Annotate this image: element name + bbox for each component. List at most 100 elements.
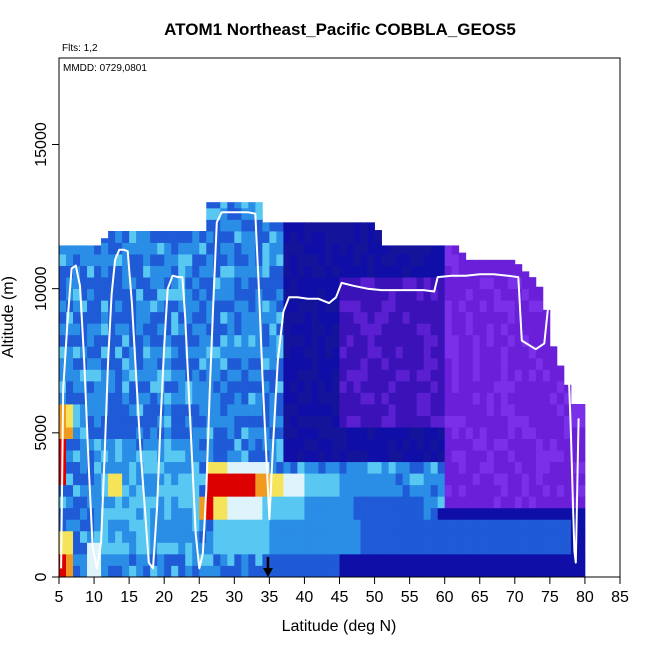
heatmap-cell [458,311,467,324]
heatmap-cell [500,265,509,278]
heatmap-cell [269,369,277,382]
heatmap-cell [535,311,544,324]
heatmap-cell [143,346,151,359]
heatmap-cell [535,415,544,428]
heatmap-cell [423,311,432,324]
heatmap-cell [472,265,481,278]
heatmap-cell [234,427,242,439]
heatmap-cell [444,450,453,463]
heatmap-cell [178,369,186,382]
heatmap-cell [136,461,144,474]
heatmap-cell [241,369,249,382]
heatmap-cell [395,496,404,509]
heatmap-cell [444,415,453,428]
heatmap-cell [318,450,326,463]
heatmap-cell [164,450,172,463]
heatmap-cell [206,415,214,428]
heatmap-cell [339,496,347,509]
heatmap-cell [87,288,95,301]
dates-label: MMDD: 0729,0801 [63,63,147,74]
heatmap-cell [290,334,298,347]
heatmap-cell [430,530,439,543]
heatmap-cell [136,404,144,416]
heatmap-cell [514,264,523,266]
heatmap-cell [164,415,172,428]
heatmap-cell [430,265,439,278]
heatmap-cell [73,323,81,336]
heatmap-cell [297,222,305,232]
heatmap-cell [367,542,375,555]
heatmap-cell [535,461,544,474]
heatmap-cell [206,334,214,347]
heatmap-cell [150,288,158,301]
heatmap-cell [101,553,109,566]
heatmap-cell [360,334,368,347]
heatmap-cell [220,542,228,555]
heatmap-cell [248,334,256,347]
heatmap-cell [199,277,207,290]
heatmap-cell [318,300,326,313]
heatmap-cell [521,530,530,543]
heatmap-cell [311,231,319,243]
heatmap-cell [479,415,488,428]
heatmap-cell [549,473,558,486]
heatmap-cell [423,565,432,578]
heatmap-cell [290,542,298,555]
heatmap-cell [80,553,88,566]
heatmap-cell [101,323,109,336]
heatmap-cell [143,415,151,428]
heatmap-cell [185,565,193,578]
heatmap-cell [122,265,130,278]
heatmap-cell [157,300,165,313]
heatmap-cell [199,565,207,578]
heatmap-cell [409,300,418,313]
heatmap-cell [500,542,509,555]
heatmap-cell [129,242,137,255]
heatmap-cell [178,484,186,497]
heatmap-cell [248,231,256,243]
heatmap-cell [556,519,565,532]
heatmap-cell [115,438,123,451]
heatmap-cell [241,265,249,278]
heatmap-cell [360,496,368,509]
heatmap-cell [164,323,172,336]
heatmap-cell [472,565,481,578]
heatmap-cell [528,323,537,336]
heatmap-cell [115,300,123,313]
heatmap-cell [234,300,242,313]
heatmap-cell [346,507,354,520]
heatmap-cell [367,231,375,243]
heatmap-cell [213,553,221,566]
heatmap-cell [199,519,207,532]
heatmap-cell [549,530,558,543]
heatmap-cell [472,450,481,463]
heatmap-cell [360,242,368,255]
heatmap-cell [171,553,179,566]
heatmap-cell [262,369,270,382]
heatmap-cell [122,496,130,509]
heatmap-cell [318,311,326,324]
heatmap-cell [87,565,95,578]
heatmap-cell [269,404,277,416]
heatmap-cell [374,484,382,497]
heatmap-cell [549,438,558,451]
heatmap-cell [129,369,137,382]
heatmap-cell [157,530,165,543]
heatmap-cell [500,346,509,359]
heatmap-cell [157,380,165,393]
heatmap-cell [570,496,579,509]
x-tick-label: 20 [155,589,173,606]
heatmap-cell [318,357,326,370]
heatmap-cell [556,553,565,566]
heatmap-cell [269,542,277,555]
heatmap-cell [444,245,453,255]
heatmap-cell [59,334,67,347]
heatmap-cell [437,323,446,336]
heatmap-cell [150,242,158,255]
heatmap-cell [514,530,523,543]
heatmap-cell [409,496,418,509]
heatmap-cell [290,553,298,566]
heatmap-cell [283,222,291,232]
heatmap-cell [143,231,151,243]
heatmap-cell [493,473,502,486]
